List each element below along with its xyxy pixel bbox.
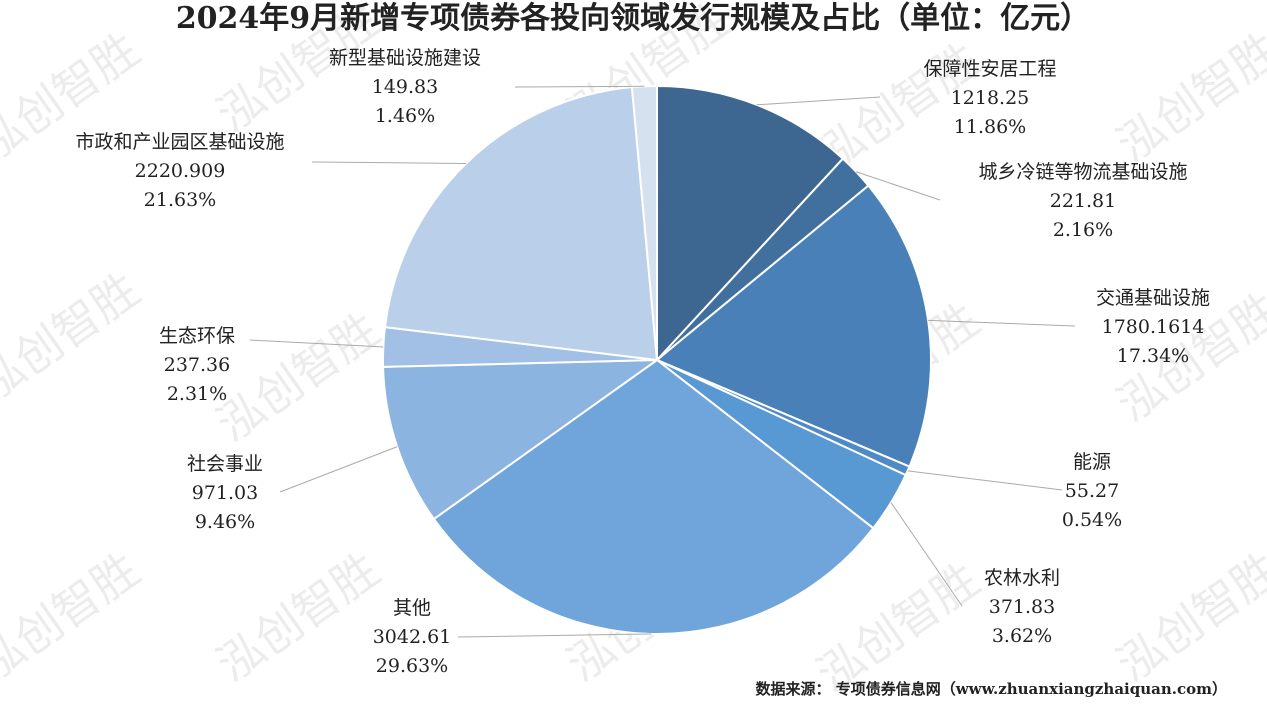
pie-slice bbox=[382, 358, 661, 521]
percent-label: 11.86% bbox=[954, 116, 1026, 138]
leader-line bbox=[514, 85, 645, 88]
pie-slice bbox=[656, 84, 845, 363]
value-label: 371.83 bbox=[989, 596, 1055, 618]
pie-slice bbox=[655, 184, 932, 468]
slice-label: 其他 bbox=[393, 597, 431, 619]
slice-label: 保障性安居工程 bbox=[923, 58, 1056, 80]
slice-label: 市政和产业园区基础设施 bbox=[75, 131, 284, 153]
slice-label: 城乡冷链等物流基础设施 bbox=[978, 161, 1187, 183]
leader-line bbox=[855, 171, 941, 201]
leader-line bbox=[928, 319, 1076, 327]
value-label: 55.27 bbox=[1065, 480, 1119, 502]
percent-label: 9.46% bbox=[195, 511, 255, 533]
leader-line bbox=[249, 339, 384, 348]
percent-label: 1.46% bbox=[375, 105, 435, 127]
watermark: 泓创智胜 bbox=[0, 542, 149, 692]
slice-label: 农林水利 bbox=[984, 567, 1060, 589]
leader-line bbox=[907, 470, 1063, 491]
watermark: 泓创智胜 bbox=[1107, 542, 1267, 692]
leader-line bbox=[279, 446, 398, 493]
slice-label: 交通基础设施 bbox=[1096, 287, 1210, 309]
percent-label: 21.63% bbox=[144, 189, 216, 211]
value-label: 971.03 bbox=[192, 482, 258, 504]
percent-label: 17.34% bbox=[1117, 345, 1189, 367]
value-label: 1218.25 bbox=[951, 87, 1030, 109]
percent-label: 29.63% bbox=[376, 655, 448, 677]
percent-label: 2.16% bbox=[1053, 219, 1113, 241]
percent-label: 3.62% bbox=[992, 625, 1052, 647]
watermark: 泓创智胜 bbox=[1107, 22, 1267, 172]
leader-line bbox=[457, 633, 652, 638]
slice-label: 新型基础设施建设 bbox=[329, 47, 481, 69]
value-label: 2220.909 bbox=[135, 160, 226, 182]
slice-label: 能源 bbox=[1073, 451, 1111, 473]
value-label: 237.36 bbox=[164, 354, 230, 376]
percent-label: 2.31% bbox=[167, 383, 227, 405]
source-note: 数据来源： 专项债券信息网（www.zhuanxiangzhaiquan.com… bbox=[756, 680, 1227, 698]
value-label: 3042.61 bbox=[373, 626, 452, 648]
slice-label: 社会事业 bbox=[187, 453, 263, 475]
leader-line bbox=[890, 502, 963, 607]
watermark: 泓创智胜 bbox=[207, 542, 389, 692]
value-label: 1780.1614 bbox=[1102, 316, 1205, 338]
pie-slice bbox=[383, 86, 659, 362]
watermark: 泓创智胜 bbox=[0, 262, 149, 412]
slice-label: 生态环保 bbox=[159, 325, 235, 347]
value-label: 149.83 bbox=[372, 76, 438, 98]
chart-title: 2024年9月新增专项债券各投向领域发行规模及占比（单位：亿元） bbox=[176, 1, 1090, 36]
leader-line bbox=[311, 161, 467, 165]
leader-line bbox=[756, 96, 881, 106]
value-label: 221.81 bbox=[1050, 190, 1116, 212]
pie-slice bbox=[432, 358, 875, 635]
percent-label: 0.54% bbox=[1062, 509, 1122, 531]
